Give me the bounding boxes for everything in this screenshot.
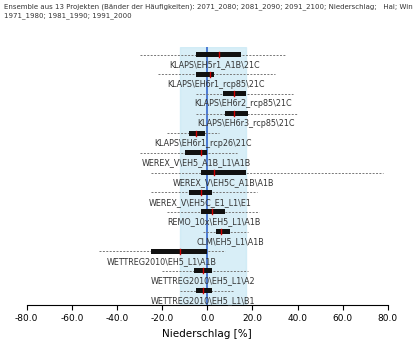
Text: Ensemble aus 13 Projekten (Bänder der Häufigkeiten): 2071_2080; 2081_2090; 2091_: Ensemble aus 13 Projekten (Bänder der Hä… [4,4,413,10]
Text: WEREX_V\EH5C_A1B\A1B: WEREX_V\EH5C_A1B\A1B [172,178,274,187]
Text: WEREX_V\EH5C_E1_L1\E1: WEREX_V\EH5C_E1_L1\E1 [149,198,252,207]
Text: KLAPS\EH6r2_rcp85\21C: KLAPS\EH6r2_rcp85\21C [195,99,292,108]
Text: WETTREG2010\EH5_L1\A2: WETTREG2010\EH5_L1\A2 [150,276,255,285]
Bar [201,170,246,175]
Text: WETTREG2010\EH5_L1\B1: WETTREG2010\EH5_L1\B1 [151,296,255,305]
Bar [216,229,230,234]
Text: REMO_10x\EH5_L1\A1B: REMO_10x\EH5_L1\A1B [167,217,261,226]
X-axis label: Niederschlag [%]: Niederschlag [%] [162,329,252,339]
Bar [180,47,246,305]
Text: WEREX_V\EH5_A1B_L1\A1B: WEREX_V\EH5_A1B_L1\A1B [141,158,251,167]
Text: CLM\EH5_L1\A1B: CLM\EH5_L1\A1B [196,237,264,246]
Bar [196,72,214,76]
Bar [196,52,241,57]
Bar [189,131,205,136]
Bar [225,111,248,116]
Bar [196,288,212,293]
Bar [151,249,207,254]
Text: KLAPS\EH6r1_rcp85\21C: KLAPS\EH6r1_rcp85\21C [168,80,265,88]
Text: WETTREG2010\EH5_L1\A1B: WETTREG2010\EH5_L1\A1B [107,257,217,266]
Text: KLAPS\EH6r1_rcp26\21C: KLAPS\EH6r1_rcp26\21C [154,139,252,148]
Text: KLAPS\EH6r3_rcp85\21C: KLAPS\EH6r3_rcp85\21C [197,119,294,128]
Bar [223,91,246,96]
Bar [185,150,207,155]
Bar [194,268,212,273]
Text: KLAPS\EH5r1_A1B\21C: KLAPS\EH5r1_A1B\21C [169,60,259,69]
Bar [189,190,212,195]
Bar [201,209,225,214]
Text: 1971_1980; 1981_1990; 1991_2000: 1971_1980; 1981_1990; 1991_2000 [4,12,132,19]
